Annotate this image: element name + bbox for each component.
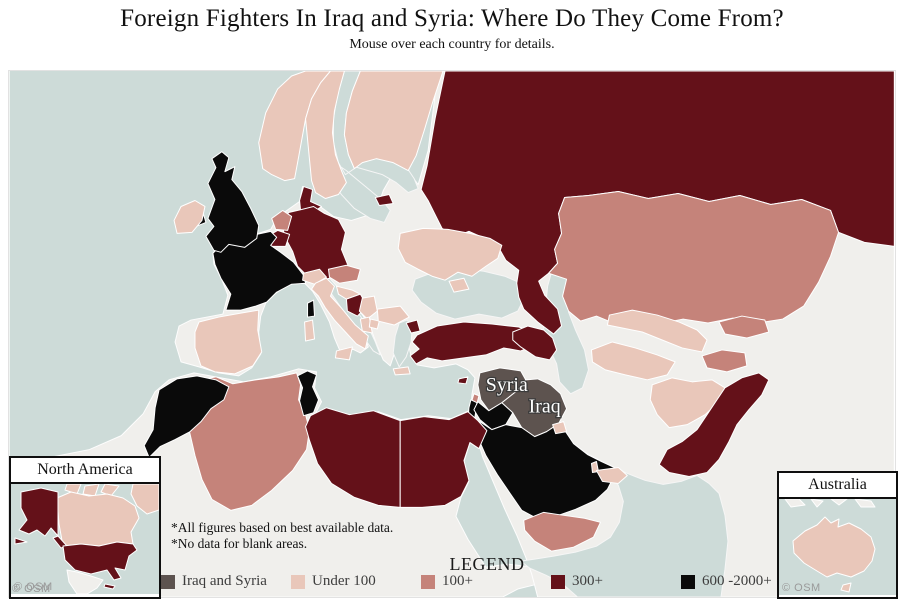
country-kazakhstan[interactable] bbox=[548, 191, 840, 325]
country-sardinia[interactable] bbox=[304, 319, 316, 342]
country-alaska[interactable] bbox=[14, 487, 68, 549]
country-indonesia[interactable] bbox=[784, 499, 876, 508]
country-serbia[interactable] bbox=[358, 295, 378, 320]
inset-australia-title: Australia bbox=[779, 473, 896, 499]
country-yemen[interactable] bbox=[523, 511, 601, 552]
north-america-svg bbox=[11, 484, 159, 594]
inset-au-attribution: © OSM bbox=[782, 582, 821, 594]
country-albania[interactable] bbox=[359, 316, 373, 334]
legend-label-100-plus: 100+ bbox=[442, 573, 473, 589]
country-ukraine[interactable] bbox=[397, 227, 503, 281]
country-sicily[interactable] bbox=[334, 346, 353, 361]
legend-swatch-iraq-syria bbox=[161, 574, 175, 589]
country-cuba[interactable] bbox=[103, 583, 116, 590]
country-pakistan[interactable] bbox=[658, 372, 770, 477]
country-ireland[interactable] bbox=[173, 200, 206, 234]
country-libya[interactable] bbox=[305, 407, 401, 508]
country-australia[interactable] bbox=[792, 516, 876, 578]
country-canada[interactable] bbox=[56, 491, 140, 547]
country-sweden[interactable] bbox=[305, 71, 347, 200]
country-united-kingdom[interactable] bbox=[205, 151, 260, 253]
choropleth-map: Syria Iraq *All figures based on best av… bbox=[8, 70, 898, 599]
inset-australia: Australia © OSM bbox=[777, 471, 898, 599]
country-tunisia[interactable] bbox=[297, 370, 320, 417]
legend-label-iraq-syria: Iraq and Syria bbox=[182, 573, 267, 589]
country-greenland[interactable] bbox=[130, 484, 159, 515]
legend-label-300-plus: 300+ bbox=[572, 573, 603, 589]
legend-title: LEGEND bbox=[449, 554, 525, 574]
legend-item-under-100: Under 100 bbox=[291, 573, 376, 590]
page-subtitle: Mouse over each country for details. bbox=[349, 37, 555, 52]
map-attribution: © OSM bbox=[12, 583, 51, 595]
country-corsica[interactable] bbox=[307, 299, 316, 318]
footnote-2: *No data for blank areas. bbox=[171, 535, 308, 551]
country-kaliningrad[interactable] bbox=[374, 194, 394, 206]
legend-label-under-100: Under 100 bbox=[312, 573, 376, 589]
country-finland[interactable] bbox=[343, 71, 444, 172]
country-turkey[interactable] bbox=[405, 319, 538, 365]
legend-item-300-plus: 300+ bbox=[551, 573, 603, 590]
country-bulgaria[interactable] bbox=[376, 305, 410, 326]
country-crete[interactable] bbox=[392, 366, 411, 376]
country-mexico[interactable] bbox=[66, 569, 104, 594]
country-crimea[interactable] bbox=[448, 277, 470, 293]
legend-item-100-plus: 100+ bbox=[421, 573, 473, 590]
country-tasmania[interactable] bbox=[840, 582, 852, 593]
country-tajikistan[interactable] bbox=[701, 349, 748, 373]
legend-label-600-2000: 600 -2000+ bbox=[702, 573, 772, 589]
inset-north-america-map: © OSM bbox=[11, 484, 159, 594]
inset-na-attribution: © OSM bbox=[14, 581, 53, 593]
legend-item-600-2000: 600 -2000+ bbox=[681, 573, 772, 590]
country-netherlands[interactable] bbox=[271, 209, 293, 231]
country-uzbekistan[interactable] bbox=[606, 309, 708, 353]
legend-swatch-100-plus bbox=[421, 574, 435, 589]
country-morocco[interactable] bbox=[143, 375, 230, 459]
legend-swatch-300-plus bbox=[551, 574, 565, 589]
country-egypt[interactable] bbox=[399, 411, 488, 508]
country-cyprus[interactable] bbox=[457, 376, 469, 385]
country-france[interactable] bbox=[212, 230, 307, 311]
country-algeria[interactable] bbox=[184, 372, 311, 511]
country-italy[interactable] bbox=[311, 277, 369, 350]
country-kuwait[interactable] bbox=[552, 421, 568, 435]
country-uae[interactable] bbox=[595, 466, 628, 484]
country-spain[interactable] bbox=[194, 309, 263, 375]
legend-swatch-600-2000 bbox=[681, 574, 695, 589]
country-turkmenistan[interactable] bbox=[590, 341, 676, 381]
legend-swatch-under-100 bbox=[291, 574, 305, 589]
footnote-1: *All figures based on best available dat… bbox=[171, 520, 394, 535]
australia-svg bbox=[779, 499, 896, 595]
syria-label: Syria bbox=[486, 374, 528, 396]
country-kyrgyzstan[interactable] bbox=[718, 315, 770, 339]
country-austria[interactable] bbox=[327, 264, 361, 284]
inset-north-america: North America © OSM bbox=[9, 456, 161, 599]
main-map-svg: Syria Iraq bbox=[9, 71, 895, 597]
inset-australia-map: © OSM bbox=[779, 499, 896, 595]
iraq-label: Iraq bbox=[529, 396, 561, 418]
legend-item-iraq-syria: Iraq and Syria bbox=[161, 573, 267, 590]
page-title: Foreign Fighters In Iraq and Syria: Wher… bbox=[120, 5, 784, 32]
inset-north-america-title: North America bbox=[11, 458, 159, 484]
country-usa[interactable] bbox=[62, 541, 138, 581]
country-macedonia[interactable] bbox=[368, 318, 380, 330]
country-azerbaijan[interactable] bbox=[512, 325, 558, 361]
footnotes: *All figures based on best available dat… bbox=[171, 520, 393, 551]
